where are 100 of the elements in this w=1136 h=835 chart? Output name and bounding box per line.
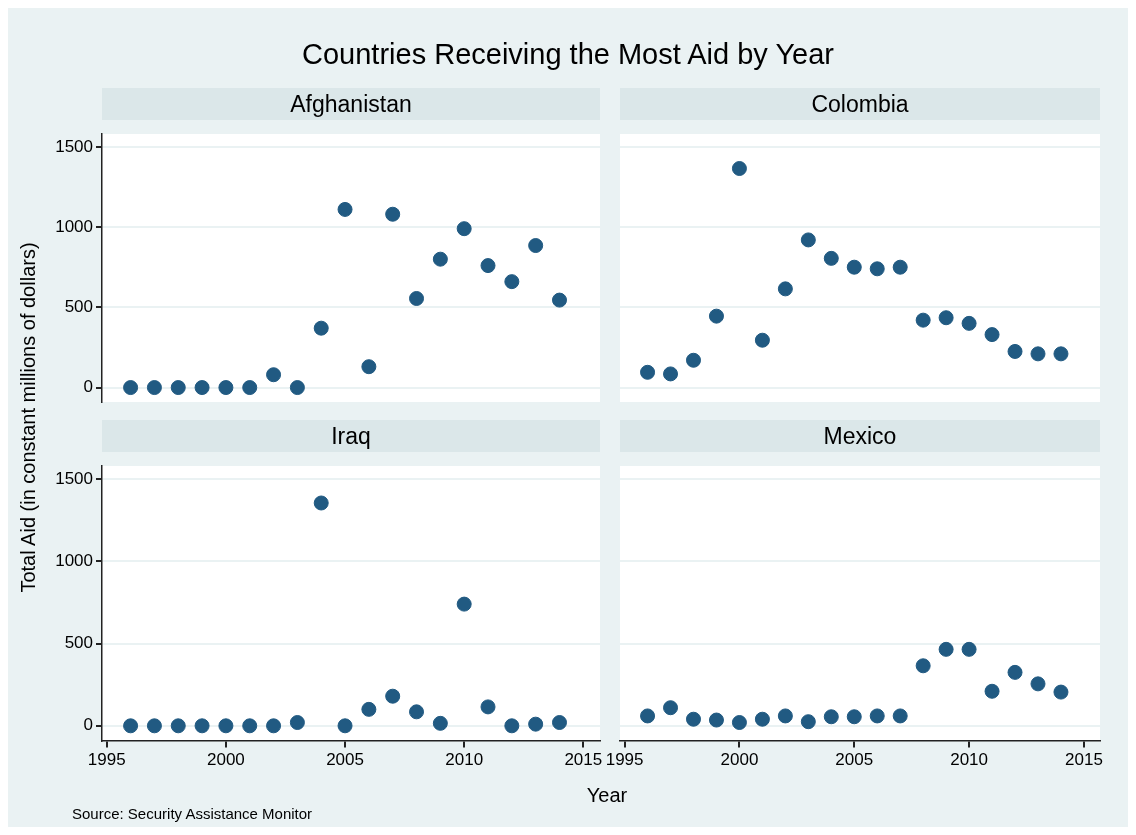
y-axis-title: Total Aid (in constant millions of dollars) <box>16 242 40 593</box>
point <box>777 708 793 724</box>
point <box>1030 346 1046 362</box>
point <box>777 281 793 297</box>
point <box>685 711 701 727</box>
point <box>754 332 770 348</box>
point <box>266 718 282 734</box>
point <box>480 258 496 274</box>
point <box>551 715 567 731</box>
point <box>915 658 931 674</box>
point <box>528 238 544 254</box>
point <box>640 708 656 724</box>
point <box>823 709 839 725</box>
point <box>892 259 908 275</box>
point <box>266 367 282 383</box>
point <box>313 495 329 511</box>
x-tick-label: 2010 <box>950 750 989 770</box>
point <box>961 315 977 331</box>
point <box>361 701 377 717</box>
point <box>409 290 425 306</box>
point <box>146 380 162 396</box>
y-tick-label: 1500 <box>55 136 93 156</box>
y-tick-label: 500 <box>64 633 93 653</box>
y-tick-label: 1000 <box>55 551 93 571</box>
point <box>385 688 401 704</box>
point <box>170 718 186 734</box>
chart-title: Mexico <box>620 420 1100 452</box>
y-tick-label: 0 <box>83 715 93 735</box>
point <box>242 380 258 396</box>
point <box>663 700 679 716</box>
chart-title: Iraq <box>102 420 600 452</box>
point <box>289 380 305 396</box>
point <box>938 310 954 326</box>
point <box>409 704 425 720</box>
x-tick-label: 2005 <box>326 750 364 770</box>
point <box>823 250 839 266</box>
point <box>846 259 862 275</box>
point <box>504 718 520 734</box>
point <box>685 352 701 368</box>
point <box>708 308 724 324</box>
point <box>194 380 210 396</box>
point <box>361 359 377 375</box>
point <box>456 221 472 237</box>
x-tick-label: 2010 <box>445 750 484 770</box>
point <box>289 715 305 731</box>
point <box>528 716 544 732</box>
point <box>432 715 448 731</box>
point <box>385 206 401 222</box>
point <box>242 718 258 734</box>
point <box>194 718 210 734</box>
point <box>1030 676 1046 692</box>
point <box>480 699 496 715</box>
point <box>663 366 679 382</box>
point <box>337 718 353 734</box>
x-tick-label: 2015 <box>564 750 603 770</box>
point <box>123 380 139 396</box>
point <box>504 274 520 290</box>
point <box>640 364 656 380</box>
x-tick-label: 2015 <box>1065 750 1103 770</box>
x-tick-label: 1995 <box>87 750 126 770</box>
point <box>984 683 1000 699</box>
point <box>800 714 816 730</box>
x-axis-title: Year <box>586 784 628 806</box>
point <box>218 718 234 734</box>
point <box>456 596 472 612</box>
point <box>800 232 816 248</box>
point <box>869 708 885 724</box>
point <box>915 312 931 328</box>
point <box>1053 346 1069 362</box>
point <box>432 251 448 267</box>
point <box>708 712 724 728</box>
point <box>869 261 885 277</box>
point <box>938 641 954 657</box>
x-tick-label: 2005 <box>835 750 874 770</box>
source-note: Source: Security Assistance Monitor <box>72 805 313 822</box>
y-tick-label: 500 <box>64 297 93 316</box>
point <box>1007 664 1023 680</box>
point <box>170 380 186 396</box>
point <box>984 327 1000 343</box>
point <box>1053 684 1069 700</box>
y-tick-label: 1500 <box>55 468 93 488</box>
point <box>146 718 162 734</box>
point <box>313 320 329 336</box>
x-tick-label: 2000 <box>206 750 245 770</box>
point <box>123 718 139 734</box>
text: Countries Receiving the Most Aid by Year <box>301 38 835 71</box>
point <box>218 380 234 396</box>
point <box>731 715 747 731</box>
point <box>961 641 977 657</box>
chart-title: Colombia <box>620 88 1100 120</box>
x-tick-label: 1995 <box>605 750 644 770</box>
x-tick-label: 2000 <box>720 750 759 770</box>
point <box>551 292 567 308</box>
point <box>754 711 770 727</box>
y-tick-label: 1000 <box>55 216 93 236</box>
point <box>892 708 908 724</box>
point <box>846 709 862 725</box>
point <box>337 201 353 217</box>
point <box>731 161 747 176</box>
point <box>1007 343 1023 359</box>
